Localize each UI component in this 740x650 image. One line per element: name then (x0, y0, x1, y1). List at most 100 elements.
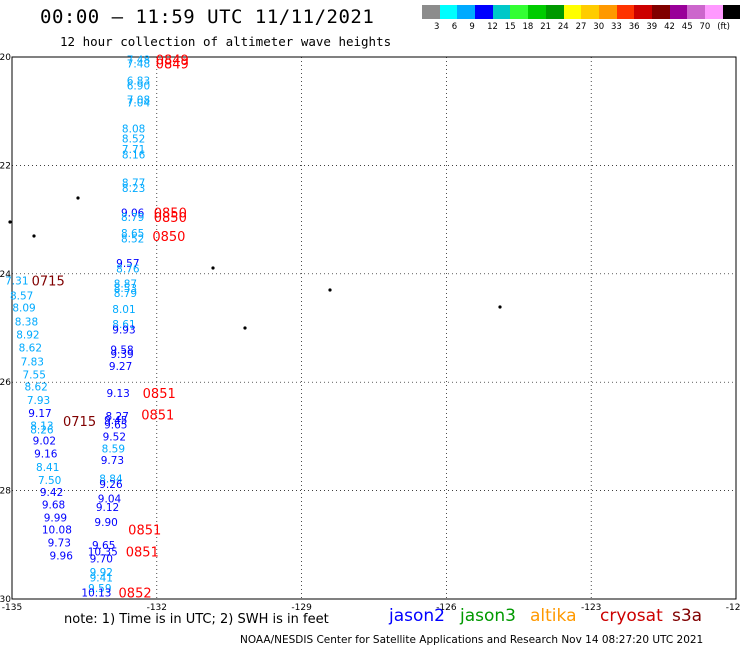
wave-height-reading: 9.99 (44, 513, 67, 525)
satellite-jason2-label: jason2 (389, 606, 445, 626)
colorbar-swatch (722, 5, 740, 19)
longitude-label: -126 (436, 603, 457, 613)
wave-height-reading: 9.16 (34, 449, 58, 461)
wave-height-reading: 9.39 (110, 349, 133, 361)
wave-height-reading: 9.65 (104, 419, 127, 431)
footnote: note: 1) Time is in UTC; 2) SWH is in fe… (64, 612, 329, 627)
island-mark (498, 305, 502, 309)
wave-height-reading: 8.65 (121, 228, 144, 240)
satellite-cryosat-label: cryosat (600, 606, 663, 626)
colorbar-label: 3 (434, 22, 440, 32)
wave-height-reading: 6.83 (127, 75, 150, 87)
wave-height-reading: 9.65 (92, 540, 115, 552)
pass-time-label: 0851 (141, 409, 174, 424)
wave-height-reading: 7.04 (127, 98, 151, 110)
wave-height-reading: 8.92 (16, 330, 39, 342)
wave-height-reading: 7.31 (5, 275, 28, 287)
wave-height-reading: 8.23 (122, 183, 145, 195)
island-mark (211, 266, 215, 270)
wave-height-reading: 8.79 (114, 288, 137, 300)
wave-height-reading: 9.41 (90, 572, 113, 584)
wave-height-reading: 9.73 (101, 455, 124, 467)
colorbar-swatch (687, 5, 705, 19)
pass-time-label: 0849 (156, 58, 189, 73)
longitude-label: -135 (2, 603, 22, 613)
colorbar-label: 45 (681, 22, 693, 32)
wave-height-reading: 8.38 (15, 316, 38, 328)
wave-height-reading: 8.62 (19, 343, 42, 355)
colorbar-swatch (492, 5, 511, 19)
island-mark (76, 196, 80, 200)
wave-height-reading: 8.16 (122, 150, 146, 162)
wave-height-reading: 10.35 (88, 546, 118, 558)
pass-time-label: 0851 (126, 545, 159, 560)
pass-time-label: 0715 (63, 415, 96, 430)
wave-height-reading: 7.83 (21, 357, 44, 369)
colorbar-swatch (563, 5, 582, 19)
wave-height-readings: 7.487.486.836.907.087.048.088.527.718.16… (5, 55, 150, 600)
colorbar-swatch (545, 5, 564, 19)
colorbar-label: 15 (504, 22, 516, 32)
colorbar-label: (ft) (717, 22, 730, 32)
wave-height-reading: 9.58 (110, 345, 133, 357)
colorbar-swatch (457, 5, 476, 19)
colorbar-label: 18 (522, 22, 534, 32)
wave-height-reading: 9.96 (50, 551, 74, 563)
wave-height-reading: 8.59 (102, 443, 125, 455)
wave-height-reading: 7.71 (122, 144, 145, 156)
satellite-altika-label: altika (530, 606, 577, 626)
colorbar-label: 6 (451, 22, 458, 32)
colorbar-label: 33 (611, 22, 622, 32)
colorbar-swatch (705, 5, 723, 19)
pass-time-label: 0850 (154, 211, 187, 226)
map-grid (11, 56, 737, 600)
wave-height-reading: 10.13 (81, 587, 111, 599)
wave-height-reading: 7.08 (127, 94, 150, 106)
colorbar-label: 70 (699, 22, 711, 32)
wave-height-reading: 8.76 (116, 263, 140, 275)
wave-height-reading: 8.52 (121, 234, 144, 246)
latitude-label: 28 (0, 487, 11, 497)
wave-height-reading: 9.02 (33, 436, 56, 448)
colorbar-label: 21 (540, 22, 552, 32)
colorbar-swatch (510, 5, 529, 19)
wave-height-reading: 9.52 (103, 431, 126, 443)
colorbar-swatch (439, 5, 458, 19)
wave-height-reading: 9.70 (90, 553, 113, 565)
wave-height-reading: 8.87 (114, 279, 137, 291)
wave-height-reading: 7.93 (27, 395, 50, 407)
wave-height-reading: 8.57 (10, 290, 33, 302)
wave-height-reading: 9.27 (109, 361, 132, 373)
pass-time-label: 0852 (119, 586, 152, 601)
longitude-label: -120 (726, 603, 740, 613)
wave-height-reading: 8.08 (122, 124, 145, 136)
wave-height-colorbar (422, 5, 740, 19)
satellite-jason3-label: jason3 (460, 606, 516, 626)
latitude-label: 26 (0, 378, 11, 388)
colorbar-label: 30 (593, 22, 605, 32)
wave-height-reading: 8.53 (114, 283, 137, 295)
latitude-label: 24 (0, 270, 11, 280)
wave-height-reading: 7.55 (23, 370, 46, 382)
credit-line: NOAA/NESDIS Center for Satellite Applica… (240, 634, 704, 646)
longitude-label: -132 (147, 603, 167, 613)
wave-height-reading: 8.61 (112, 319, 135, 331)
colorbar-swatch (422, 5, 440, 19)
colorbar-label: 39 (646, 22, 658, 32)
map-frame (11, 56, 737, 600)
wave-height-reading: 8.41 (36, 462, 59, 474)
wave-height-reading: 8.26 (30, 424, 54, 436)
islands (8, 196, 502, 330)
pass-time-label: 0851 (128, 524, 161, 539)
satellite-s3a-label: s3a (672, 606, 703, 626)
colorbar-label: 36 (628, 22, 640, 32)
wave-height-reading: 8.09 (12, 302, 35, 314)
colorbar-swatch (634, 5, 652, 19)
wave-height-reading: 8.52 (122, 133, 145, 145)
wave-height-reading: 9.04 (98, 494, 122, 506)
wave-height-reading: 9.68 (42, 500, 65, 512)
colorbar-swatch (475, 5, 493, 19)
island-mark (8, 220, 12, 224)
